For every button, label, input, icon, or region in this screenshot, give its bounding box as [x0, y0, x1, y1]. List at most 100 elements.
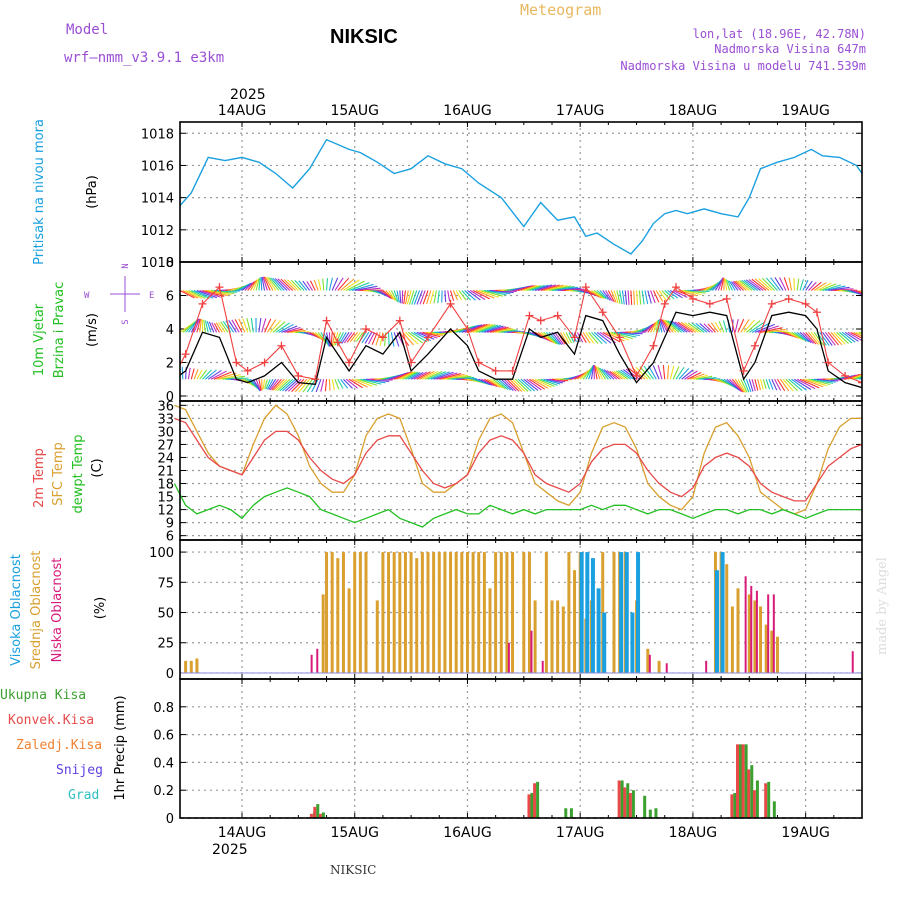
wind-arrow: [621, 290, 625, 305]
wind-arrow: [710, 322, 719, 333]
wind-arrow: [579, 332, 587, 343]
wind-arrow: [343, 279, 360, 291]
wind-arrow: [268, 277, 280, 291]
wind-arrow: [549, 285, 572, 292]
wind-arrow: [844, 373, 862, 380]
wind-arrow: [754, 278, 770, 291]
wind-arrow: [324, 379, 328, 392]
high-cloud-bar: [596, 588, 601, 673]
wind-arrow: [250, 317, 254, 333]
wind-arrow: [644, 290, 649, 305]
wind-arrow: [298, 378, 311, 393]
wind-arrow: [740, 319, 750, 333]
temperature-ytick-label: 6: [166, 530, 174, 545]
wind-arrow: [266, 378, 274, 390]
wind-gust-marker: [536, 316, 545, 325]
wind-arrow: [745, 379, 752, 393]
wind-gust-marker: [649, 341, 658, 350]
wind-arrow: [609, 370, 620, 380]
mid-cloud-bar: [544, 552, 548, 673]
wind-arrow: [853, 289, 862, 295]
wind-arrow: [523, 378, 539, 391]
wind-arrow: [546, 378, 564, 384]
wind-arrow: [190, 368, 195, 380]
wind-arrow: [188, 289, 206, 299]
wind-arrow: [405, 331, 419, 345]
precip-total-bar: [755, 780, 759, 818]
high-cloud-bar: [619, 552, 624, 673]
precip-total-bar: [648, 809, 652, 818]
temperature-ytick-label: 12: [157, 504, 174, 519]
wind-arrow: [612, 371, 623, 380]
wind-arrow: [585, 332, 595, 344]
wind-arrow: [559, 332, 568, 345]
wind-arrow: [799, 279, 805, 291]
mid-cloud-bar: [432, 552, 436, 673]
high-cloud-bar: [720, 552, 725, 673]
wind-arrow: [588, 331, 599, 344]
wind-arrow: [313, 279, 319, 291]
precip-conv-bar: [313, 806, 317, 818]
wind-arrow: [410, 331, 428, 343]
high-cloud-ylabel: Visoka Oblacnost: [9, 554, 24, 666]
wind-arrow: [534, 284, 553, 291]
wind-arrow: [484, 289, 507, 296]
wind-arrow: [729, 378, 743, 393]
mid-cloud-bar: [561, 606, 565, 673]
wind-arrow: [839, 331, 853, 344]
wind-arrow: [410, 371, 424, 380]
wind-arrow: [616, 290, 621, 304]
wind-arrow: [672, 289, 688, 298]
wind-gust-marker: [378, 333, 387, 342]
wind-arrow: [354, 285, 378, 292]
wind-arrow: [611, 331, 633, 340]
wind-arrow: [242, 318, 249, 333]
wind-arrow: [458, 290, 467, 301]
wind-arrow: [382, 290, 393, 300]
temperature-ytick-label: 15: [157, 491, 174, 506]
wind-arrow: [294, 280, 305, 291]
wind-arrow: [219, 374, 241, 380]
wind-arrow: [751, 322, 771, 333]
wind-arrow: [277, 278, 291, 291]
wind-arrow: [647, 322, 656, 333]
wind-arrow: [334, 277, 344, 291]
wind-arrow: [196, 318, 201, 333]
wind-gust-line: [180, 285, 862, 384]
wind-arrow: [430, 371, 450, 380]
wind-arrow: [424, 370, 443, 380]
bottom-day-label: 17AUG: [556, 825, 605, 841]
wind-arrow: [271, 378, 282, 391]
wind-arrow: [562, 332, 570, 344]
top-day-label: 14AUG: [218, 103, 267, 119]
wind-arrow: [328, 277, 334, 291]
wind-arrow: [390, 290, 398, 302]
wind-gust-marker: [672, 283, 680, 292]
wind-arrow: [638, 290, 642, 305]
wind-arrow: [265, 379, 271, 390]
wind-arrow: [294, 378, 308, 393]
wind-arrow: [455, 290, 463, 301]
wind-arrow: [667, 320, 682, 333]
precip-conv-bar: [309, 813, 313, 818]
mid-cloud-bar: [753, 600, 757, 673]
wind-arrow: [238, 318, 246, 333]
wind-arrow: [724, 278, 728, 291]
clouds-ytick-label: 0: [166, 667, 174, 682]
wind-arrow: [364, 332, 373, 344]
wind-arrow: [743, 279, 759, 291]
mid-cloud-bar: [437, 552, 441, 673]
wind-series: [180, 283, 862, 389]
wind-arrow: [436, 372, 458, 380]
wind-arrow: [478, 289, 500, 298]
wind-arrow: [615, 370, 629, 380]
wind-arrow: [317, 279, 322, 291]
wind-arrow: [782, 378, 794, 392]
wind-ytick-label: 2: [166, 356, 174, 371]
precip-total-bar: [772, 801, 776, 818]
wind-gust-marker: [824, 358, 833, 367]
wind-arrow: [582, 332, 591, 344]
wind-arrow: [695, 375, 713, 380]
wind-arrow: [205, 369, 217, 380]
